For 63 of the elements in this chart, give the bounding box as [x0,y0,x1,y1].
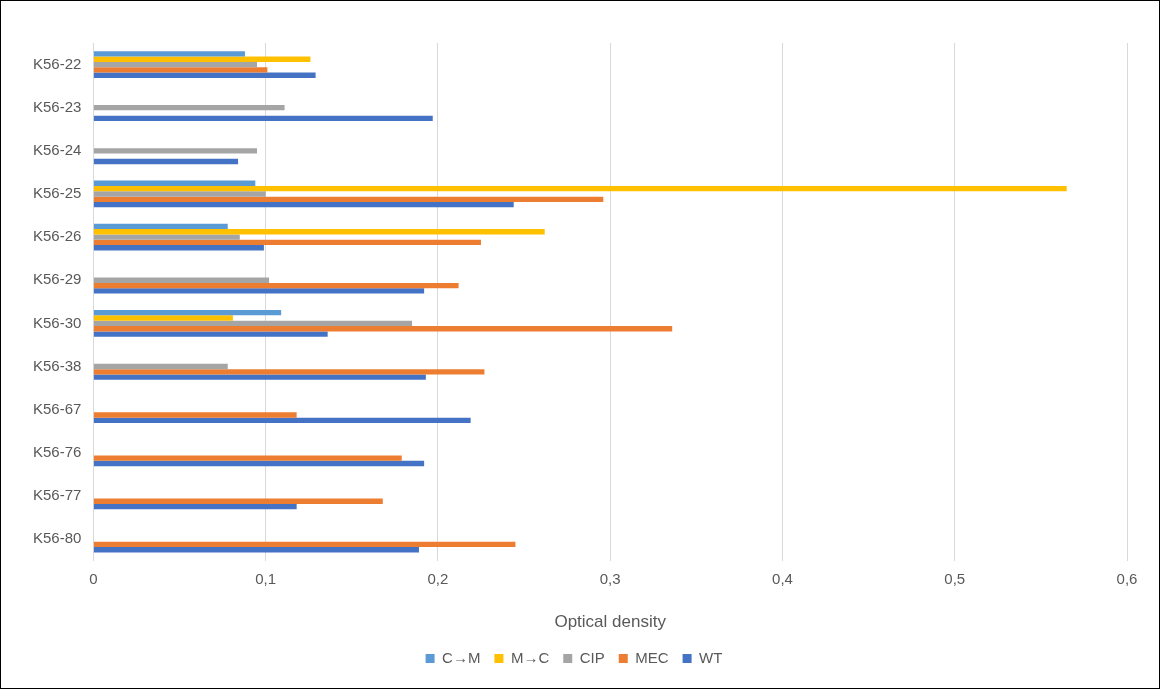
bar [93,245,264,251]
x-tick-label: 0,2 [427,569,449,587]
bar [93,455,402,461]
bar [93,105,285,111]
bar [93,239,481,246]
bar [93,412,297,418]
bar [93,56,311,62]
bar [93,196,604,202]
legend-label: CIP [579,648,605,666]
bar [93,201,514,208]
legend-label: MEC [635,648,669,666]
y-tick-label: K56-24 [32,140,82,158]
y-tick-label: K56-38 [32,356,82,374]
y-tick-label: K56-29 [32,270,82,288]
y-tick-label: K56-26 [32,227,82,245]
y-tick-label: K56-30 [32,313,82,331]
x-tick-label: 0,3 [599,569,621,587]
bar [93,61,258,68]
legend-label: M→C [510,648,550,666]
bar [93,148,258,154]
bar [93,191,266,197]
bar [93,229,545,235]
bar [93,288,425,294]
bar [93,277,270,283]
x-tick-label: 0,5 [944,569,966,587]
bar [93,315,233,321]
y-tick-label: K56-25 [32,184,82,202]
y-tick-label: K56-23 [32,97,82,115]
bar [93,282,459,289]
bar [93,115,433,122]
bar [93,180,256,186]
bar [93,158,239,165]
legend-label: C→M [442,648,481,666]
bar [93,503,297,510]
bar [93,374,426,380]
y-tick-label: K56-80 [32,529,82,547]
bar [93,369,485,375]
x-tick-label: 0,6 [1116,569,1138,587]
bar [93,51,245,57]
bar [93,67,268,73]
y-tick-label: K56-76 [32,442,82,460]
bar [93,498,383,504]
x-tick-label: 0,1 [255,569,277,587]
x-tick-label: 0,4 [772,569,793,587]
y-tick-label: K56-67 [32,399,82,417]
bar [93,223,228,230]
bar [93,310,282,316]
bar [93,417,471,424]
bar [93,331,328,337]
bar [93,460,425,467]
bar [93,363,228,370]
bar [93,320,413,327]
y-tick-label: K56-77 [32,486,82,504]
y-tick-label: K56-22 [32,54,82,72]
bar [93,326,673,332]
x-tick-label: 0 [89,569,98,587]
bar [93,541,516,548]
x-axis-title: Optical density [554,612,667,632]
bar [93,72,316,78]
bar [93,185,1067,192]
bar [93,547,419,553]
legend-label: WT [699,648,723,666]
bar [93,234,240,240]
